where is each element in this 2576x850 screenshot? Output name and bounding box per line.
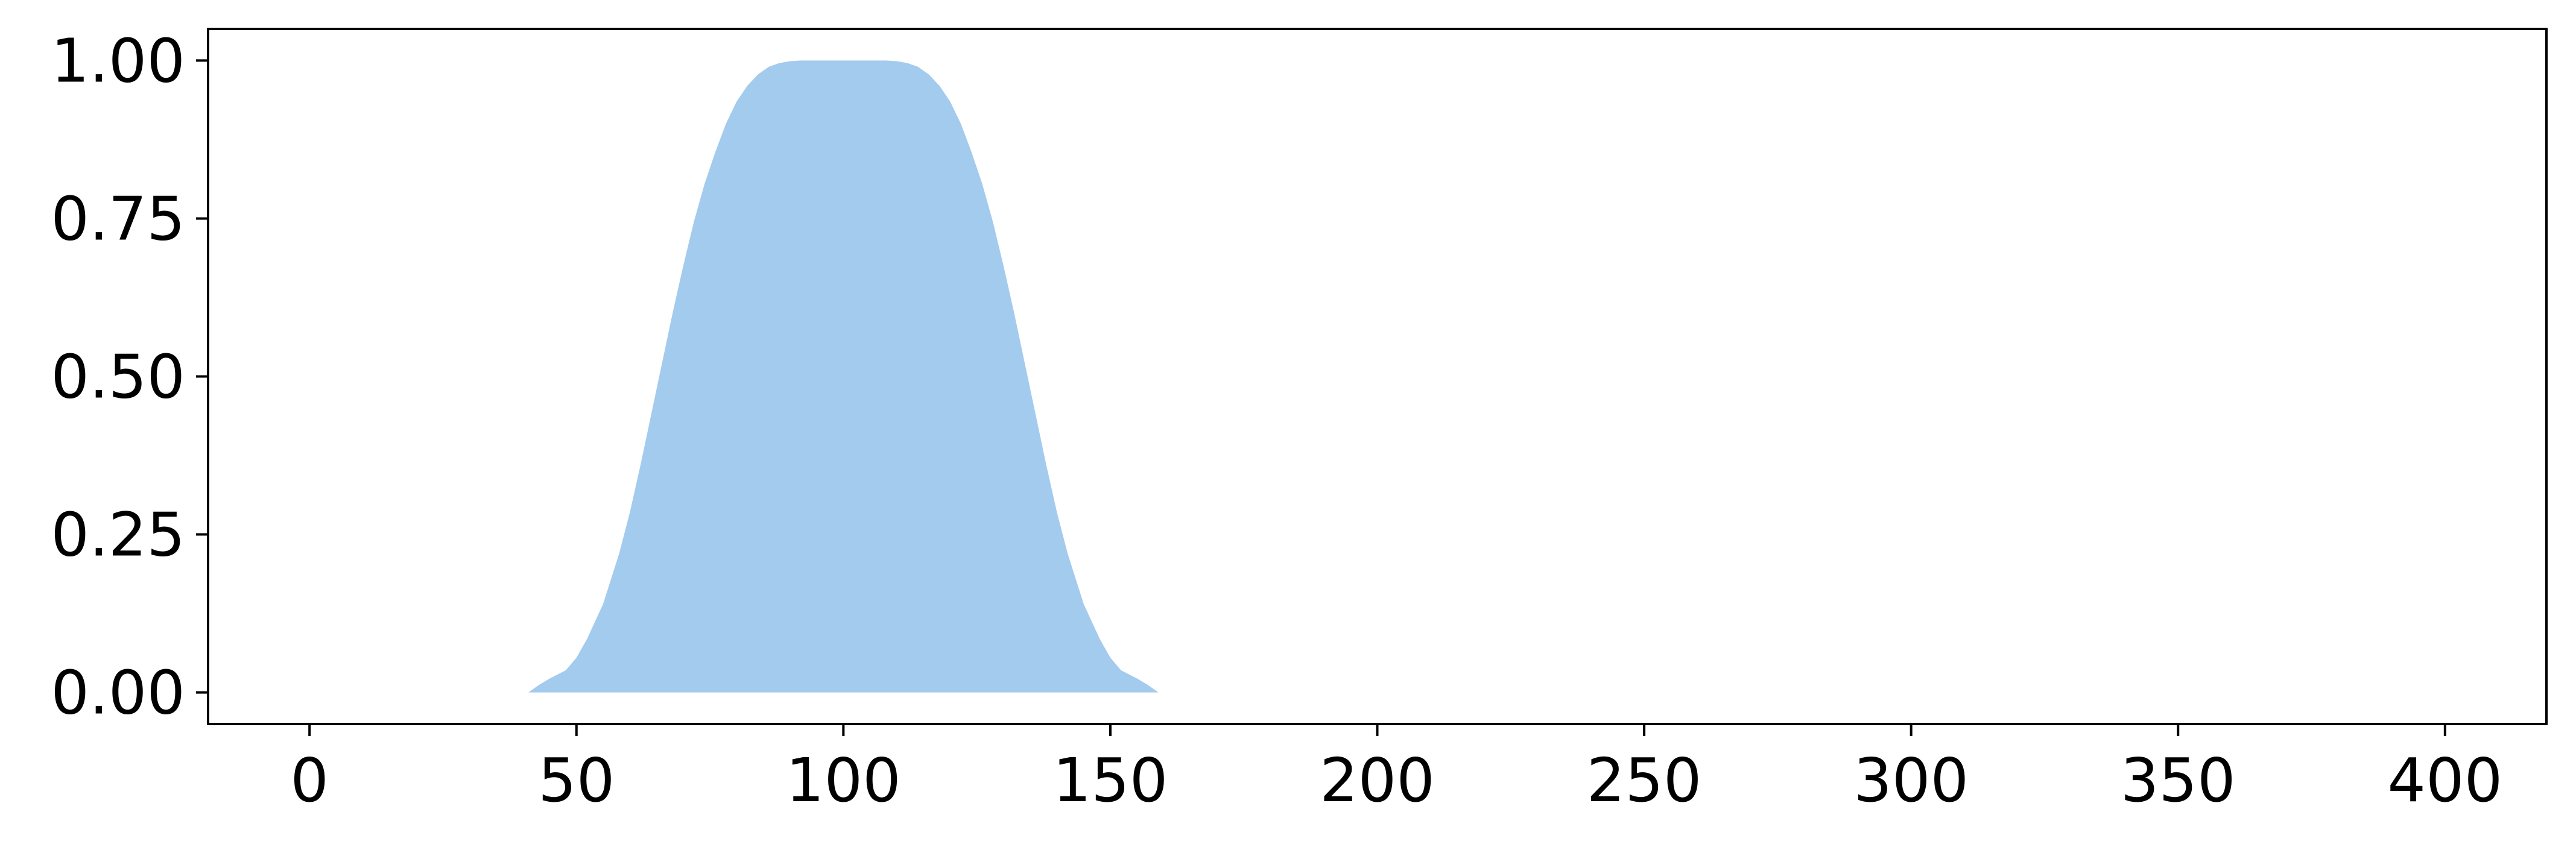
area-series-0: [528, 60, 1159, 693]
x-tick-label: 200: [1320, 745, 1435, 816]
y-tick-label: 0.75: [51, 183, 185, 254]
y-tick-label: 0.00: [51, 658, 185, 728]
x-tick-label: 100: [786, 745, 901, 816]
x-axis: 0 50 100 150 200 250 300 350 400: [290, 724, 2502, 816]
x-tick-label: 0: [290, 745, 329, 816]
y-axis: 0.00 0.25 0.50 0.75 1.00: [51, 25, 208, 728]
x-tick-label: 50: [538, 745, 615, 816]
x-tick-label: 300: [1853, 745, 1969, 816]
y-tick-label: 1.00: [51, 25, 185, 96]
y-tick-label: 0.25: [51, 500, 185, 570]
x-tick-label: 250: [1587, 745, 1702, 816]
axes-frame: [207, 28, 2548, 725]
x-tick-label: 350: [2121, 745, 2236, 816]
x-tick-label: 150: [1052, 745, 1168, 816]
plot-area: [528, 60, 1159, 693]
x-tick-label: 400: [2387, 745, 2502, 816]
y-tick-label: 0.50: [51, 342, 185, 412]
